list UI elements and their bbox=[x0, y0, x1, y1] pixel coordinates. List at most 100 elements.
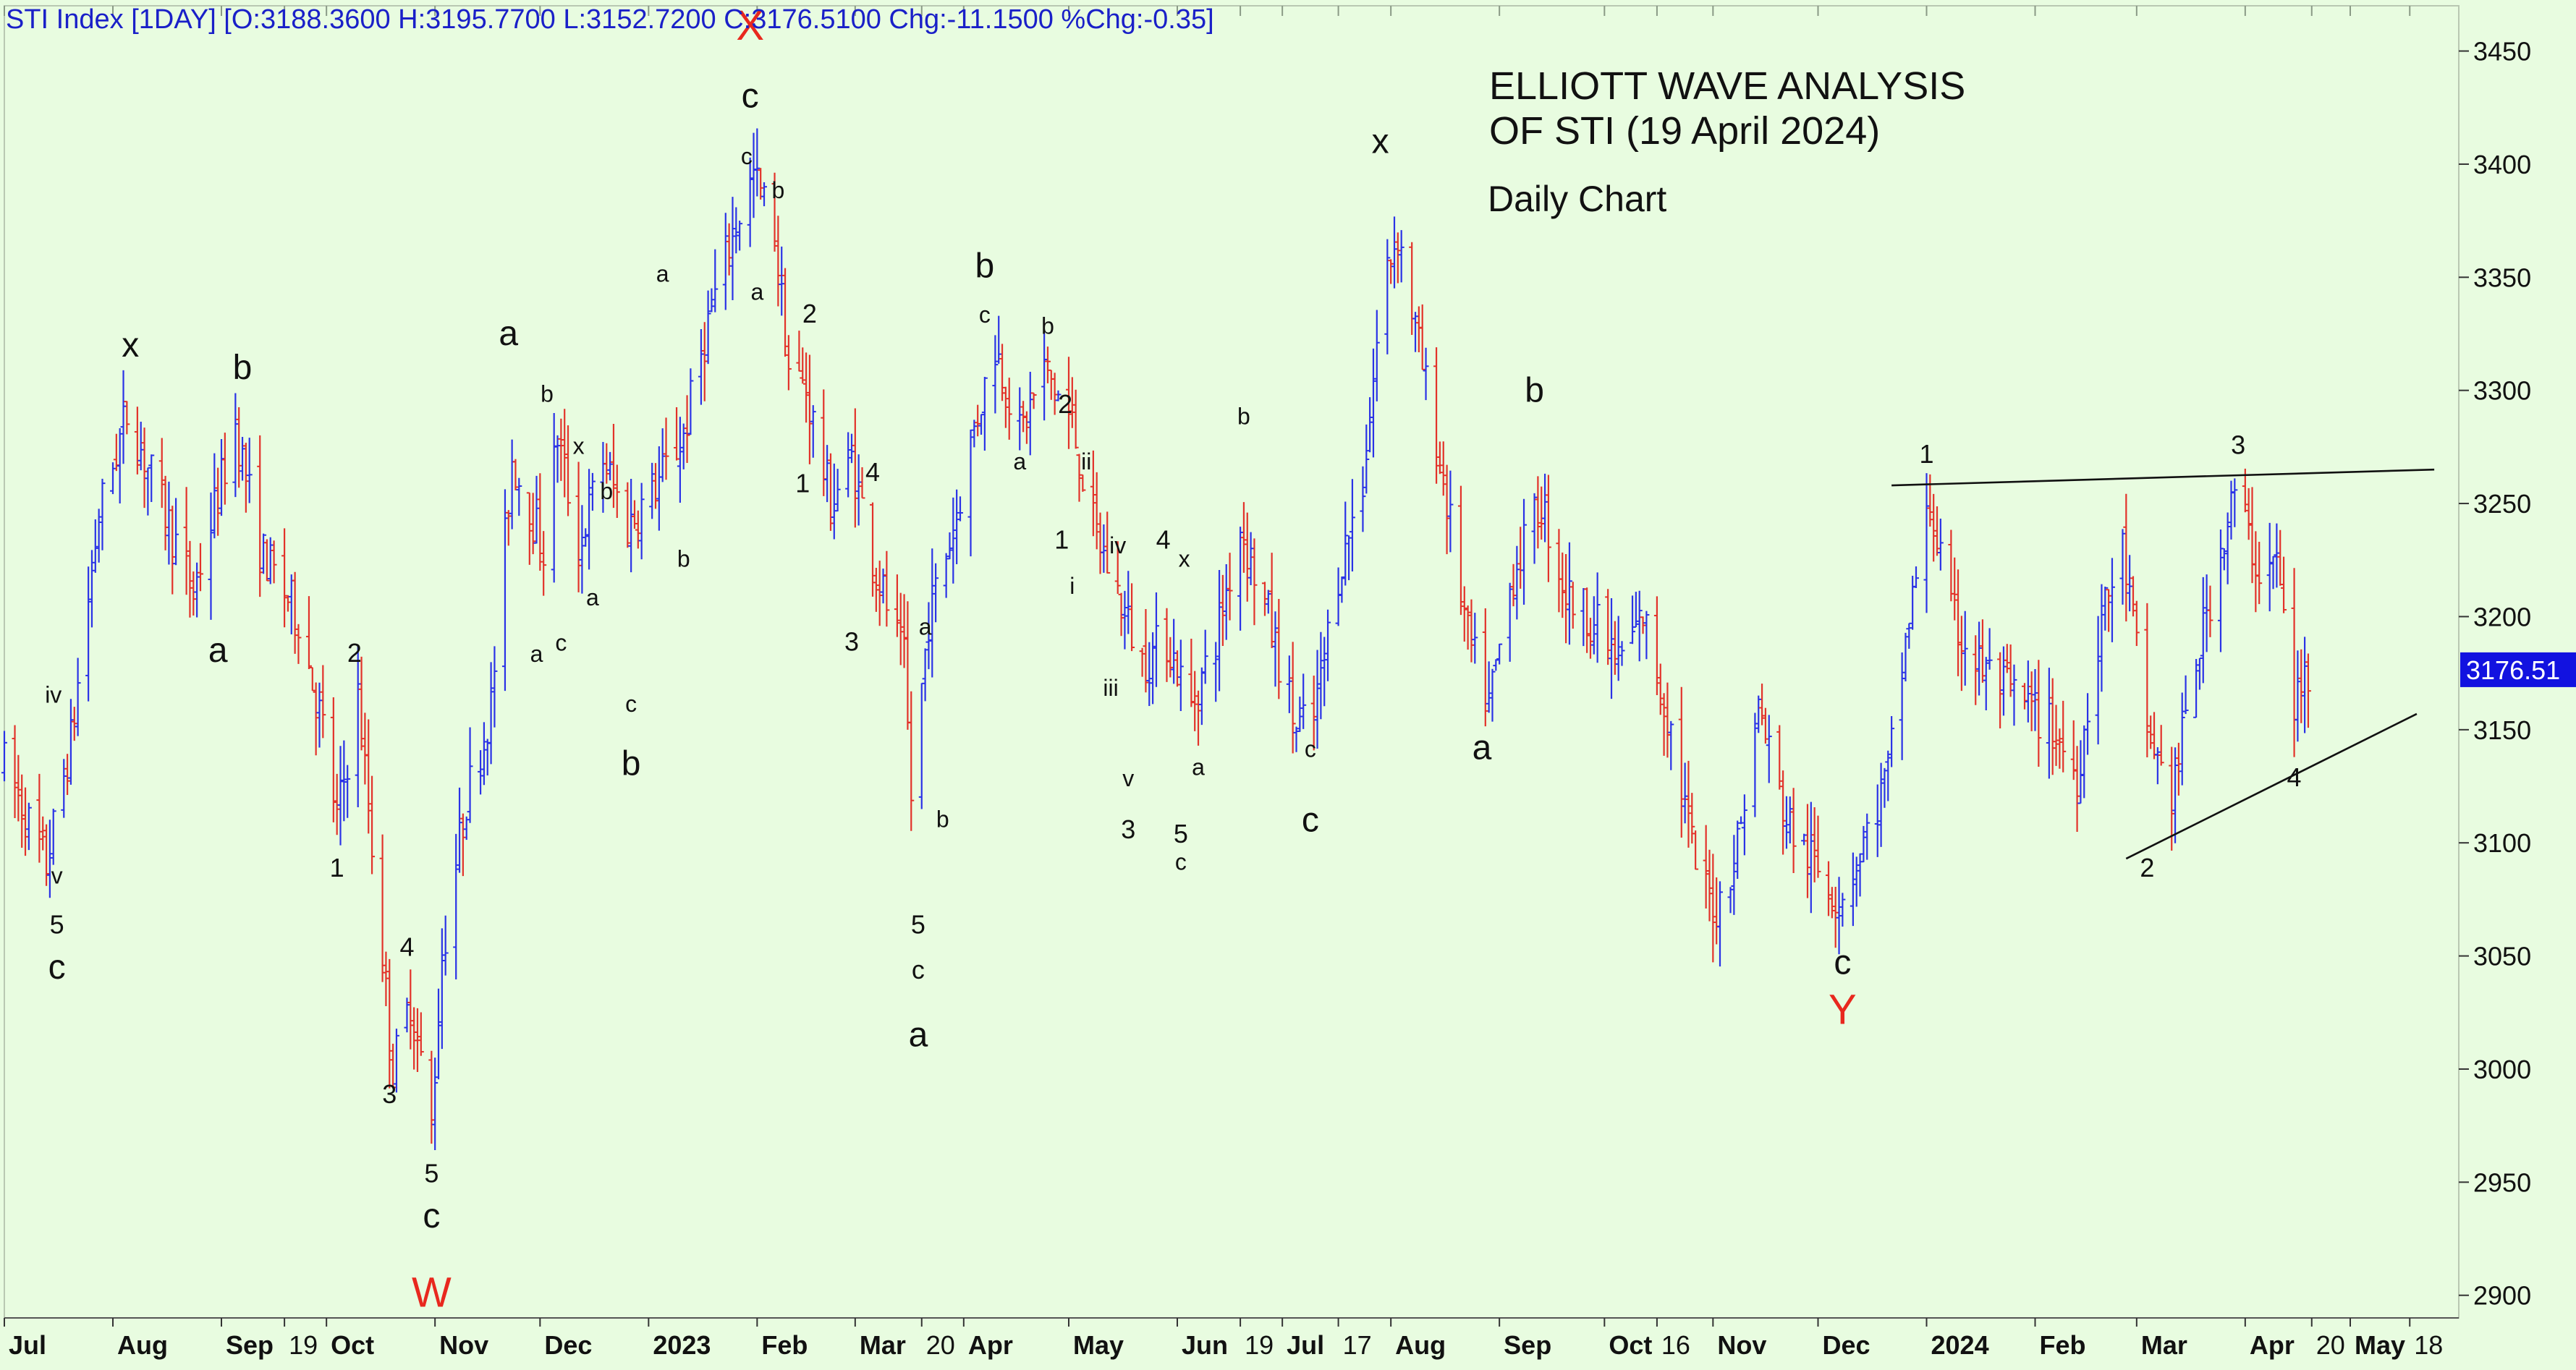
ohlc-bar bbox=[2148, 715, 2154, 749]
ohlc-bar bbox=[649, 462, 656, 519]
ohlc-bar bbox=[824, 445, 831, 503]
y-tick-label-5: 3150 bbox=[2473, 715, 2531, 745]
ohlc-bar bbox=[2203, 574, 2210, 652]
ohlc-bar bbox=[1910, 576, 1916, 630]
ohlc-bar bbox=[674, 407, 680, 461]
ohlc-bar bbox=[158, 438, 165, 509]
x-tick-label-29: 18 bbox=[2414, 1330, 2443, 1360]
ohlc-bar bbox=[1202, 629, 1208, 684]
ohlc-bar bbox=[260, 533, 267, 574]
ohlc-bar bbox=[281, 528, 288, 628]
ohlc-bar bbox=[344, 765, 351, 818]
ohlc-bar bbox=[183, 487, 190, 595]
x-tick-label-24: Feb bbox=[2040, 1330, 2086, 1360]
ohlc-bar bbox=[729, 197, 736, 301]
ohlc-bar bbox=[284, 595, 291, 612]
ohlc-bar bbox=[530, 493, 536, 555]
wave-label-40: c bbox=[979, 302, 991, 328]
ohlc-bar bbox=[215, 467, 221, 536]
ohlc-bar bbox=[267, 537, 274, 584]
wave-label-42: b bbox=[1041, 313, 1054, 339]
wave-label-59: x bbox=[1372, 122, 1389, 161]
ohlc-bar bbox=[1678, 686, 1685, 838]
ohlc-bar bbox=[1545, 475, 1551, 582]
x-tick-label-28: May bbox=[2355, 1330, 2405, 1360]
ohlc-bar bbox=[320, 665, 326, 739]
ohlc-bar bbox=[1857, 853, 1863, 897]
ohlc-bar bbox=[533, 475, 540, 544]
ohlc-bar bbox=[1167, 637, 1174, 678]
ohlc-bar bbox=[305, 596, 312, 670]
ohlc-bar bbox=[1080, 474, 1086, 492]
ohlc-bar bbox=[845, 432, 852, 498]
ohlc-bar bbox=[1041, 329, 1048, 421]
ohlc-bar bbox=[99, 478, 106, 550]
wave-label-27: c bbox=[741, 143, 753, 169]
ohlc-bar bbox=[1787, 796, 1793, 844]
ohlc-bar bbox=[1531, 493, 1538, 564]
y-tick-label-8: 3300 bbox=[2473, 376, 2531, 406]
ohlc-bar bbox=[92, 519, 98, 573]
ohlc-bar bbox=[827, 453, 834, 531]
ohlc-bar bbox=[71, 707, 77, 741]
ohlc-bar bbox=[806, 354, 813, 464]
ohlc-bar bbox=[1293, 726, 1300, 752]
ohlc-bar bbox=[116, 428, 123, 503]
y-tick-label-6: 3200 bbox=[2473, 602, 2531, 631]
ohlc-bar bbox=[579, 505, 585, 594]
x-axis: Jul Aug Sep 19 Oct Nov Dec 2023 Feb Mar 20 Apr May Ju… bbox=[4, 1317, 2459, 1360]
ohlc-bar bbox=[1349, 479, 1355, 572]
ohlc-bar bbox=[1394, 232, 1401, 284]
y-tick-label-0: 2900 bbox=[2473, 1281, 2531, 1311]
ohlc-bar bbox=[2172, 747, 2179, 843]
ohlc-bar bbox=[1611, 621, 1618, 675]
ohlc-bar bbox=[246, 438, 253, 503]
wave-label-65: 4 bbox=[2287, 762, 2302, 792]
wave-label-10: 3 bbox=[382, 1079, 397, 1109]
wave-label-57: c bbox=[1305, 736, 1316, 762]
ohlc-bar bbox=[2123, 493, 2130, 622]
x-tick-label-19: Oct bbox=[1609, 1330, 1652, 1360]
wave-label-7: 1 bbox=[330, 853, 344, 882]
ohlc-bar bbox=[1139, 647, 1145, 677]
ohlc-bar bbox=[2077, 740, 2084, 804]
x-tick-label-22: Dec bbox=[1822, 1330, 1870, 1360]
ohlc-bar bbox=[25, 802, 32, 851]
ohlc-bar bbox=[1514, 545, 1520, 620]
ohlc-bar bbox=[442, 915, 449, 976]
wave-label-39: b bbox=[975, 247, 995, 285]
ohlc-bar bbox=[2028, 671, 2035, 731]
ohlc-bar bbox=[2049, 678, 2056, 775]
ohlc-bar bbox=[96, 509, 102, 563]
ohlc-bar bbox=[459, 813, 466, 877]
ohlc-bar bbox=[1566, 542, 1572, 645]
ohlc-bar bbox=[929, 548, 936, 678]
ohlc-bar bbox=[1811, 807, 1818, 882]
ohlc-bar bbox=[1415, 306, 1422, 353]
ohlc-bar bbox=[1507, 582, 1513, 662]
ohlc-bar bbox=[341, 740, 347, 822]
ohlc-bar bbox=[463, 816, 470, 841]
ohlc-bar bbox=[897, 592, 904, 665]
ohlc-bar bbox=[2109, 558, 2115, 642]
wave-label-4: x bbox=[122, 326, 139, 365]
ohlc-bar bbox=[512, 459, 519, 490]
wave-label-54: 5 bbox=[1174, 819, 1188, 848]
wave-label-5: a bbox=[208, 631, 228, 670]
ohlc-bar bbox=[1734, 820, 1741, 879]
ohlc-bar bbox=[901, 594, 907, 668]
ohlc-bar bbox=[379, 834, 386, 982]
y-axis: 2900 2950 3000 3050 3100 3150 3200 3250 3300 3350… bbox=[2459, 37, 2531, 1311]
ohlc-bar bbox=[1198, 667, 1205, 726]
wave-label-28: a bbox=[750, 279, 763, 305]
x-tick-label-20: 16 bbox=[1661, 1330, 1690, 1360]
ohlc-bar bbox=[1801, 833, 1808, 846]
x-tick-label-4: Oct bbox=[331, 1330, 374, 1360]
ohlc-bar bbox=[2102, 587, 2109, 631]
ohlc-bar bbox=[1752, 712, 1758, 817]
ohlc-bar bbox=[1097, 512, 1103, 574]
x-tick-label-27: 20 bbox=[2316, 1330, 2345, 1360]
wave-label-3: c bbox=[48, 948, 66, 987]
wave-label-8: 2 bbox=[347, 638, 362, 668]
